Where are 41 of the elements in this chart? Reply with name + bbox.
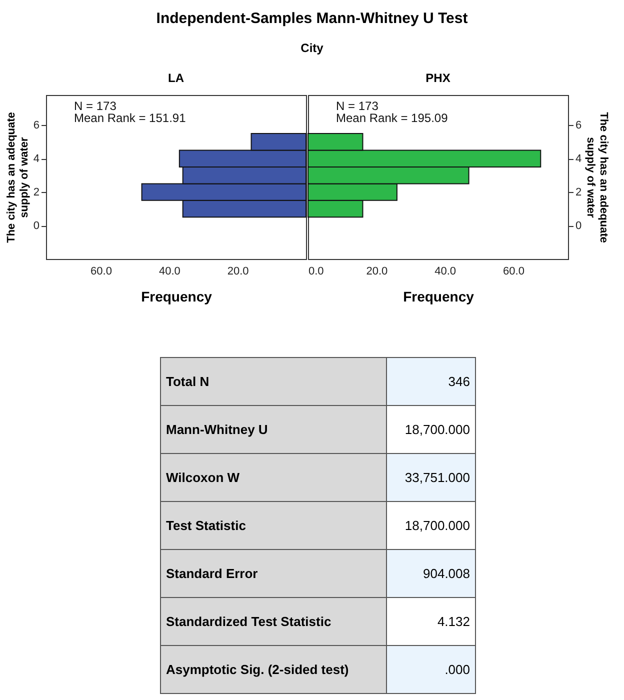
x-axis-title: Frequency (403, 288, 474, 304)
y-axis-title: The city has an adequate supply of water (584, 112, 610, 243)
text: Wilcoxon W (160, 454, 386, 502)
y-tick-label: 6 (576, 120, 582, 132)
chart-title: LA (168, 71, 184, 85)
annotation: Mean Rank = 151.91 (74, 111, 186, 125)
annotation: N = 173 (336, 99, 379, 113)
x-tick-label: 60.0 (503, 266, 524, 278)
y-tick-label: 4 (33, 153, 40, 166)
text: Total N (160, 358, 386, 406)
annotation: N = 173 (74, 99, 117, 113)
y-tick-label: 0 (33, 220, 40, 232)
x-tick-label: 0.0 (308, 266, 324, 278)
y-tick-label: 4 (576, 153, 582, 166)
y-tick-label: 0 (576, 220, 582, 232)
text: 904.008 (386, 550, 476, 598)
text: Test Statistic (160, 502, 386, 550)
text: Standardized Test Statistic (160, 598, 386, 646)
text: Mann-Whitney U (160, 406, 386, 454)
x-tick-label: 40.0 (158, 266, 180, 278)
text: .000 (386, 646, 476, 694)
text: 18,700.000 (386, 502, 476, 550)
text: City (300, 41, 324, 55)
chart-title: PHX (426, 71, 450, 85)
x-axis-title: Frequency (141, 288, 212, 304)
y-tick-label: 6 (33, 120, 40, 132)
text: Asymptotic Sig. (2-sided test) (160, 646, 386, 694)
y-axis-title: The city has an adequate supply of water (5, 112, 30, 243)
y-tick-label: 2 (576, 186, 582, 199)
text: 346 (386, 358, 476, 406)
annotation: Mean Rank = 195.09 (336, 111, 448, 125)
text: 33,751.000 (386, 454, 476, 502)
x-tick-label: 20.0 (227, 266, 249, 278)
text: Independent-Samples Mann-Whitney U Test (155, 10, 469, 27)
x-tick-label: 60.0 (90, 266, 112, 278)
x-tick-label: 40.0 (434, 266, 456, 278)
text: 4.132 (386, 598, 476, 646)
text: 18,700.000 (386, 406, 476, 454)
y-tick-label: 2 (33, 186, 40, 199)
x-tick-label: 20.0 (366, 266, 388, 278)
text: Standard Error (160, 550, 386, 598)
